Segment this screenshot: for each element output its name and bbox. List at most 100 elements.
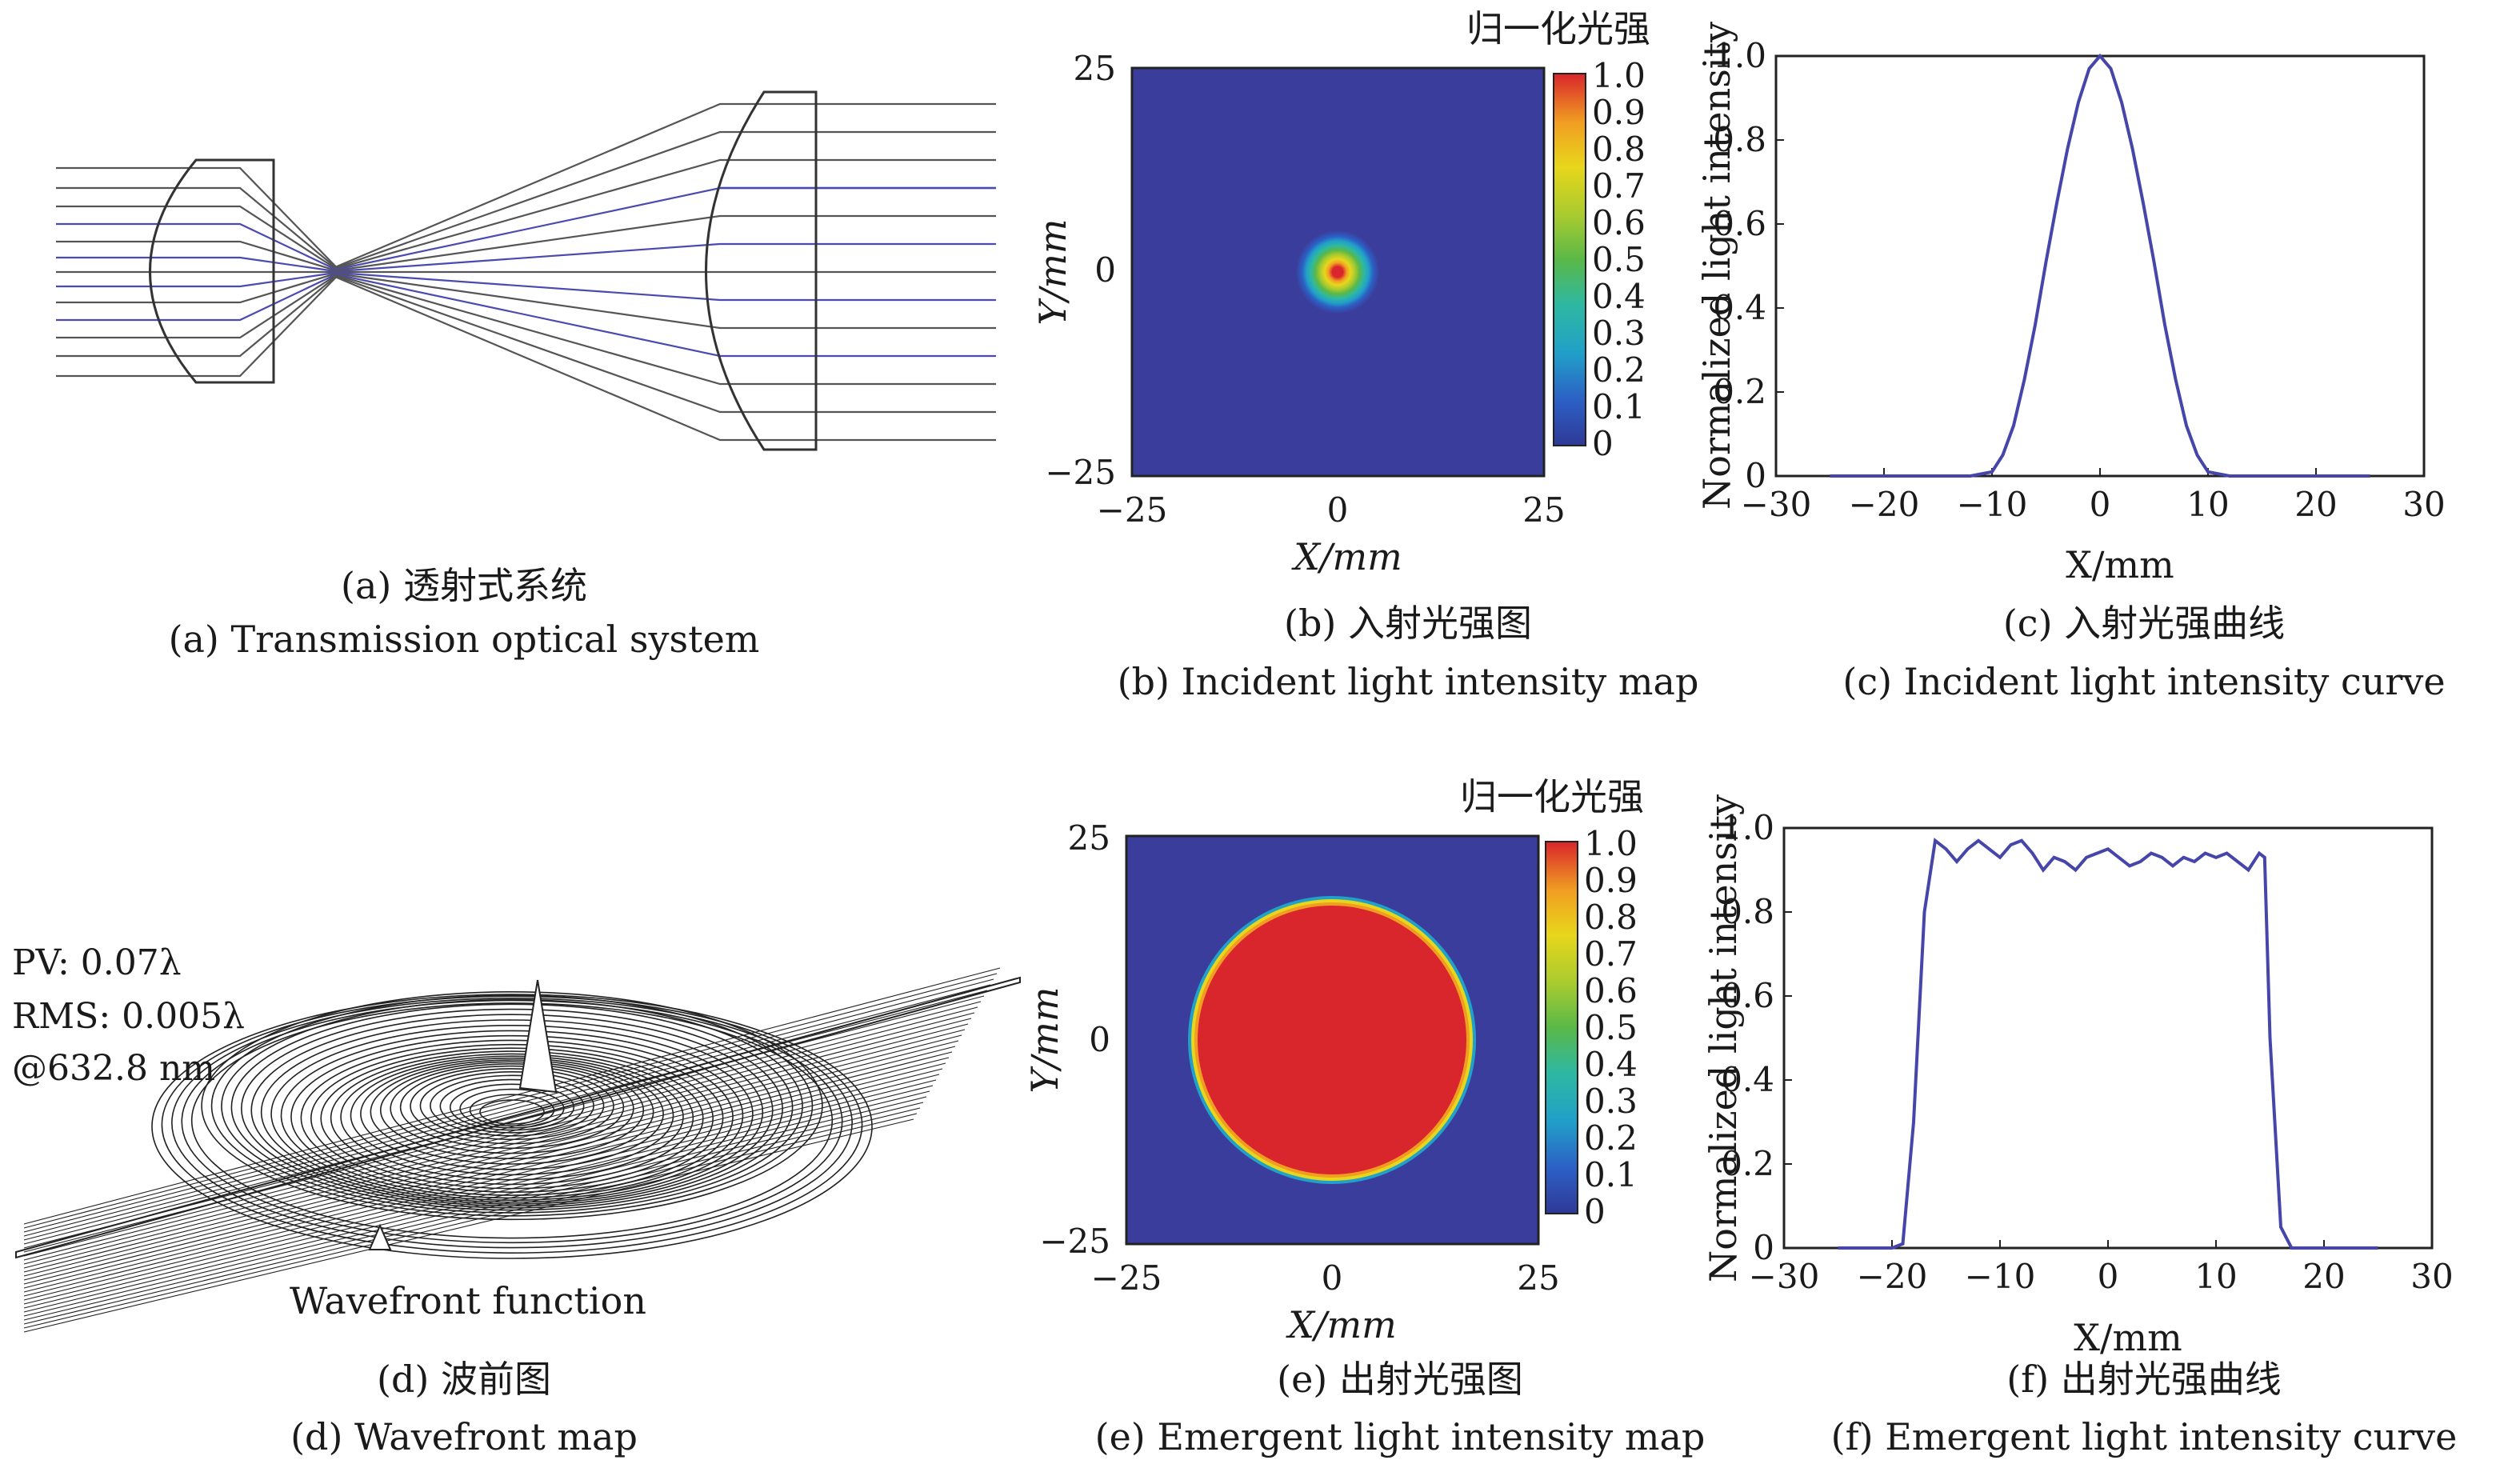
caption-f-en: (f) Emergent light intensity curve <box>1831 1415 2458 1458</box>
colorbar-tick-label: 0.4 <box>1584 1045 1638 1084</box>
panel-e-emergent-map: 25 0 −25 −25 0 25 X/mm Y/mm 1.00.90.80.7… <box>1023 775 1705 1458</box>
y-tick-label: 0.8 <box>1721 892 1774 931</box>
wavefront-contour <box>290 1034 734 1199</box>
plot-f-axes: −30 −20 −10 0 10 20 30 1.0 0.8 0.6 0.4 0.2 0 <box>1721 808 2454 1296</box>
map-b-xlabel: X/mm <box>1291 535 1402 578</box>
wavefront-inner-title: Wavefront function <box>290 1279 646 1322</box>
ray-line <box>56 274 996 386</box>
plot-c-xlabel: X/mm <box>2066 543 2174 586</box>
map-e-ytick-top: 25 <box>1068 818 1110 858</box>
wavefront-base-line <box>23 1090 930 1313</box>
panel-c-incident-curve: −30 −20 −10 0 10 20 30 1.0 0.8 0.6 0.4 0.2 0 X/mm No… <box>1695 22 2446 703</box>
map-b-ytick-top: 25 <box>1074 49 1116 88</box>
map-e-xtick-mid: 0 <box>1322 1258 1343 1298</box>
panel-d-wavefront: PV: 0.07λ RMS: 0.005λ @632.8 nm Wavefron… <box>12 942 1021 1458</box>
y-tick-label: 0 <box>1745 456 1766 495</box>
y-tick-label: 1.0 <box>1713 36 1766 75</box>
caption-c-cn: (c) 入射光强曲线 <box>2003 602 2285 645</box>
colorbar-tick-label: 0.3 <box>1584 1082 1638 1121</box>
panel-f-emergent-curve: −30 −20 −10 0 10 20 30 1.0 0.8 0.6 0.4 0.2 0 X/mm No… <box>1702 794 2457 1458</box>
map-e-xtick-right: 25 <box>1517 1258 1559 1298</box>
y-tick-label: 0.8 <box>1713 120 1766 159</box>
wavefront-contour <box>449 1083 575 1131</box>
colorbar-tick-label: 0.8 <box>1584 898 1638 937</box>
colorbar-tick-label: 0.5 <box>1584 1008 1638 1047</box>
wavefront-contour <box>370 1059 654 1165</box>
colorbar-tick-label: 0.1 <box>1592 387 1646 426</box>
colorbar-tick-label: 0 <box>1592 424 1614 463</box>
wavefront-contour <box>161 995 863 1254</box>
wavefront-base-line <box>23 1062 946 1293</box>
wavefront-base-line <box>23 1068 943 1297</box>
colorbar-b-title: 归一化光强 <box>1466 7 1650 50</box>
x-tick-label: −10 <box>1957 485 2028 524</box>
colorbar-tick-label: 0.3 <box>1592 314 1646 353</box>
colorbar-tick-label: 0.1 <box>1584 1155 1638 1194</box>
plot-c-ylabel: Normalized light intensity <box>1695 22 1738 510</box>
wavefront-base-line <box>23 1085 934 1309</box>
x-tick-label: 20 <box>2302 1257 2345 1296</box>
colorbar-tick-label: 0.4 <box>1592 277 1646 316</box>
wavefront-base-line <box>23 973 998 1229</box>
x-tick-label: 0 <box>2090 485 2111 524</box>
wavefront-base-line <box>23 1018 972 1261</box>
x-tick-label: −30 <box>1741 485 1812 524</box>
wavefront-base-line <box>23 1113 918 1329</box>
caption-f-cn: (f) 出射光强曲线 <box>2006 1358 2282 1401</box>
wavefront-contour <box>439 1078 585 1134</box>
wavefront-contour <box>151 994 873 1259</box>
right-lens <box>705 90 818 451</box>
y-tick-label: 0 <box>1753 1228 1774 1267</box>
colorbar-b <box>1553 73 1586 446</box>
map-e-ytick-mid: 0 <box>1089 1020 1110 1059</box>
y-tick-label: 0.4 <box>1721 1060 1774 1099</box>
wavefront-base-line <box>23 1074 940 1301</box>
map-b-gaussian-spot <box>1262 196 1414 348</box>
x-tick-label: 0 <box>2098 1257 2119 1296</box>
colorbar-tick-label: 1.0 <box>1584 824 1638 863</box>
map-b-xtick-mid: 0 <box>1327 490 1349 530</box>
caption-b-cn: (b) 入射光强图 <box>1284 602 1532 645</box>
caption-a-en: (a) Transmission optical system <box>169 618 760 661</box>
caption-d-cn: (d) 波前图 <box>377 1358 551 1401</box>
caption-e-cn: (e) 出射光强图 <box>1277 1358 1523 1401</box>
colorbar-tick-label: 0.7 <box>1592 166 1646 206</box>
colorbar-tick-label: 0.9 <box>1592 93 1646 132</box>
colorbar-e-title: 归一化光强 <box>1460 775 1644 818</box>
wavefront-contour <box>171 997 853 1249</box>
colorbar-e <box>1545 841 1578 1214</box>
wavefront-base-line <box>23 990 988 1241</box>
x-tick-label: −10 <box>1965 1257 2036 1296</box>
y-tick-label: 1.0 <box>1721 808 1774 847</box>
wavefront-contour <box>190 1002 834 1239</box>
plot-c-axes: −30 −20 −10 0 10 20 30 1.0 0.8 0.6 0.4 0.2 0 <box>1713 36 2446 524</box>
x-tick-label: −20 <box>1857 1257 1928 1296</box>
wavefront-base-line <box>23 1006 978 1253</box>
ray-trace <box>56 102 996 442</box>
map-b-ytick-bot: −25 <box>1045 453 1116 492</box>
colorbar-tick-label: 0 <box>1584 1192 1606 1231</box>
ray-line <box>56 276 996 442</box>
wavefront-base-line <box>23 1102 924 1321</box>
plot-f-xlabel: X/mm <box>2074 1316 2182 1359</box>
ray-line <box>56 130 996 269</box>
x-tick-label: 30 <box>2410 1257 2453 1296</box>
wavefront-contour <box>300 1039 724 1196</box>
y-tick-label: 0.2 <box>1713 372 1766 411</box>
wavefront-base-line <box>23 984 991 1237</box>
wavefront-base-line <box>23 1040 959 1277</box>
wavefront-base-line <box>23 1034 962 1273</box>
wavefront-base-line <box>23 967 1001 1225</box>
wavefront-contour <box>260 1019 764 1205</box>
map-b-xtick-left: −25 <box>1097 490 1168 530</box>
wavefront-base-line <box>23 1057 950 1289</box>
map-e-xtick-left: −25 <box>1091 1258 1162 1298</box>
wavefront-contour <box>469 1094 555 1127</box>
wavefront-contour <box>201 991 823 1221</box>
colorbar-tick-label: 0.6 <box>1592 203 1646 242</box>
map-b-background <box>1130 66 1546 478</box>
map-b-xtick-right: 25 <box>1522 490 1565 530</box>
x-tick-label: 20 <box>2294 485 2337 524</box>
wavefront-contour <box>360 1057 664 1170</box>
